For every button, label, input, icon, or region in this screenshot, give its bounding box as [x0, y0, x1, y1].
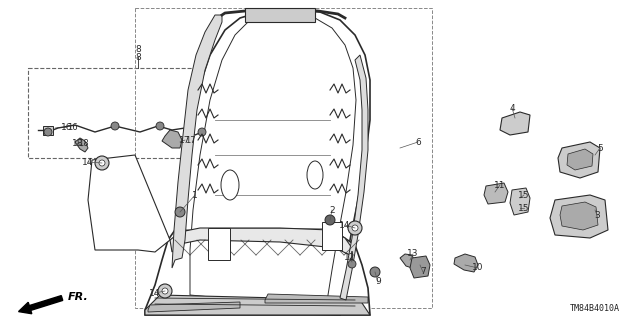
Text: 17: 17 [185, 135, 196, 145]
Polygon shape [162, 130, 182, 148]
Polygon shape [88, 155, 170, 252]
Polygon shape [550, 195, 608, 238]
Circle shape [162, 288, 168, 294]
FancyArrow shape [19, 296, 63, 314]
Polygon shape [558, 142, 600, 178]
Polygon shape [175, 10, 370, 315]
Polygon shape [43, 126, 53, 135]
Polygon shape [410, 256, 430, 278]
Bar [245, 8, 315, 22]
Text: 13: 13 [407, 250, 419, 259]
Text: 15: 15 [518, 204, 530, 212]
Bar [135, 8, 432, 308]
Text: 18: 18 [72, 139, 84, 148]
Polygon shape [75, 138, 88, 152]
Text: 3: 3 [594, 211, 600, 220]
Circle shape [198, 128, 206, 136]
Text: 12: 12 [344, 253, 356, 262]
Ellipse shape [307, 161, 323, 189]
Text: 10: 10 [472, 263, 484, 273]
Polygon shape [172, 15, 222, 268]
Text: 14: 14 [149, 289, 161, 298]
Polygon shape [500, 112, 530, 135]
Circle shape [370, 267, 380, 277]
Polygon shape [190, 15, 356, 308]
Circle shape [44, 128, 52, 136]
Circle shape [99, 160, 105, 166]
Polygon shape [454, 254, 478, 272]
Text: 4: 4 [509, 103, 515, 113]
Text: 8: 8 [135, 45, 141, 54]
Circle shape [175, 207, 185, 217]
Circle shape [348, 260, 356, 268]
Text: 8: 8 [135, 52, 141, 61]
Text: 11: 11 [494, 180, 506, 189]
Polygon shape [484, 183, 508, 204]
Circle shape [352, 225, 358, 231]
Polygon shape [510, 188, 530, 215]
Polygon shape [400, 254, 415, 268]
Text: 16: 16 [67, 123, 77, 132]
Circle shape [158, 284, 172, 298]
Polygon shape [145, 230, 370, 315]
Text: TM84B4010A: TM84B4010A [570, 304, 620, 313]
Polygon shape [567, 149, 593, 170]
Polygon shape [148, 302, 240, 312]
Bar [208, 228, 230, 260]
Text: 6: 6 [415, 138, 421, 147]
Polygon shape [265, 294, 368, 303]
Text: 16: 16 [61, 123, 73, 132]
Text: 14: 14 [83, 157, 93, 166]
Bar [322, 222, 342, 250]
Polygon shape [170, 228, 352, 255]
Text: 14: 14 [339, 220, 351, 229]
Bar [28, 68, 218, 158]
Circle shape [348, 221, 362, 235]
Polygon shape [145, 295, 370, 315]
Text: 7: 7 [420, 268, 426, 276]
Text: 1: 1 [192, 190, 198, 199]
Text: 18: 18 [78, 139, 88, 148]
Text: 9: 9 [375, 277, 381, 286]
Text: 15: 15 [518, 190, 530, 199]
Circle shape [325, 215, 335, 225]
Text: 5: 5 [597, 143, 603, 153]
Ellipse shape [221, 170, 239, 200]
Circle shape [95, 156, 109, 170]
Text: 17: 17 [179, 135, 191, 145]
Circle shape [156, 122, 164, 130]
Polygon shape [340, 55, 368, 300]
Text: FR.: FR. [68, 292, 89, 302]
Circle shape [111, 122, 119, 130]
Polygon shape [560, 202, 598, 230]
Text: 2: 2 [329, 205, 335, 214]
